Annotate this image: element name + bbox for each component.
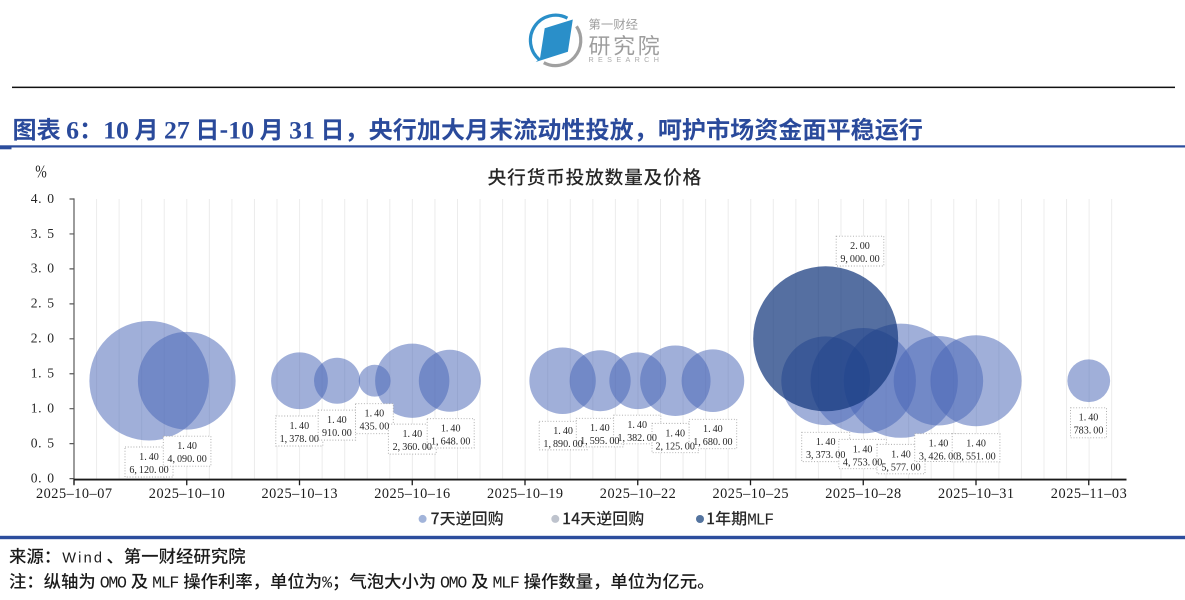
svg-text:1, 648. 00: 1, 648. 00 — [431, 437, 470, 448]
svg-text:1, 595. 00: 1, 595. 00 — [580, 436, 619, 447]
svg-text:1. 40: 1. 40 — [966, 439, 986, 450]
svg-text:1, 378. 00: 1, 378. 00 — [280, 434, 319, 445]
svg-text:RESEARCH: RESEARCH — [589, 55, 664, 64]
svg-text:1. 40: 1. 40 — [402, 429, 422, 440]
svg-text:0. 5: 0. 5 — [31, 436, 54, 451]
svg-text:1. 40: 1. 40 — [441, 424, 461, 435]
svg-text:2. 00: 2. 00 — [850, 241, 870, 252]
svg-text:1. 40: 1. 40 — [627, 420, 647, 431]
svg-text:1. 40: 1. 40 — [853, 444, 873, 455]
svg-text:4. 0: 4. 0 — [31, 191, 54, 206]
svg-text:2, 125. 00: 2, 125. 00 — [656, 441, 695, 452]
svg-text:2025–10–28: 2025–10–28 — [825, 486, 901, 502]
svg-text:1. 40: 1. 40 — [590, 423, 610, 434]
svg-text:MLF: MLF — [493, 574, 519, 593]
svg-text:2. 5: 2. 5 — [31, 296, 54, 311]
svg-text:%: % — [35, 162, 47, 182]
svg-text:2025–11–03: 2025–11–03 — [1051, 486, 1127, 502]
svg-text:10: 10 — [103, 115, 129, 144]
svg-text:1, 890. 00: 1, 890. 00 — [543, 439, 582, 450]
svg-text:1. 40: 1. 40 — [891, 449, 911, 460]
svg-text:1. 40: 1. 40 — [929, 439, 949, 450]
svg-text:%: % — [322, 574, 332, 593]
svg-text:MLF: MLF — [747, 511, 773, 529]
svg-text:6: 6 — [66, 115, 79, 144]
svg-text:6, 120. 00: 6, 120. 00 — [129, 465, 168, 476]
svg-text:1. 40: 1. 40 — [139, 452, 159, 463]
svg-text:0. 0: 0. 0 — [31, 470, 54, 485]
svg-text:1, 382. 00: 1, 382. 00 — [618, 433, 657, 444]
svg-text:1, 680. 00: 1, 680. 00 — [693, 437, 732, 448]
svg-text:1. 40: 1. 40 — [289, 421, 309, 432]
svg-text:31: 31 — [289, 115, 315, 144]
svg-text:1. 40: 1. 40 — [703, 424, 723, 435]
svg-text:910. 00: 910. 00 — [322, 428, 352, 439]
svg-text:2. 0: 2. 0 — [31, 331, 54, 346]
svg-text:3. 0: 3. 0 — [31, 261, 54, 276]
svg-text:1. 40: 1. 40 — [665, 428, 685, 439]
svg-text:Wind: Wind — [62, 551, 104, 567]
svg-text:OMO: OMO — [100, 574, 127, 593]
svg-text:5, 577. 00: 5, 577. 00 — [881, 462, 920, 473]
svg-text:4, 090. 00: 4, 090. 00 — [167, 454, 206, 465]
svg-text:1. 40: 1. 40 — [1079, 413, 1099, 424]
svg-text:783. 00: 783. 00 — [1074, 426, 1104, 437]
svg-text:2025–10–13: 2025–10–13 — [262, 486, 338, 502]
svg-text:1. 40: 1. 40 — [177, 441, 197, 452]
svg-text:2025–10–31: 2025–10–31 — [938, 486, 1014, 502]
svg-text:2025–10–19: 2025–10–19 — [487, 486, 563, 502]
svg-text:2025–10–07: 2025–10–07 — [36, 486, 112, 502]
svg-text:1. 40: 1. 40 — [327, 415, 347, 426]
svg-text:1. 40: 1. 40 — [365, 409, 385, 420]
svg-text:4, 753. 00: 4, 753. 00 — [843, 457, 882, 468]
svg-text:3, 551. 00: 3, 551. 00 — [956, 452, 995, 463]
svg-text:2025–10–22: 2025–10–22 — [600, 486, 676, 502]
svg-text:3, 373. 00: 3, 373. 00 — [806, 450, 845, 461]
svg-text:2, 360. 00: 2, 360. 00 — [393, 442, 432, 453]
svg-text:2025–10–25: 2025–10–25 — [713, 486, 789, 502]
svg-text:9, 000. 00: 9, 000. 00 — [840, 254, 879, 265]
svg-text:2025–10–10: 2025–10–10 — [149, 486, 225, 502]
svg-text:3, 426. 00: 3, 426. 00 — [919, 452, 958, 463]
svg-text:1. 0: 1. 0 — [31, 401, 54, 416]
svg-text:3. 5: 3. 5 — [31, 226, 54, 241]
svg-text:MLF: MLF — [152, 574, 178, 593]
svg-text:1. 40: 1. 40 — [553, 426, 573, 437]
svg-text:1. 5: 1. 5 — [31, 366, 54, 381]
svg-text:27: 27 — [164, 115, 190, 144]
svg-text:OMO: OMO — [440, 574, 467, 593]
svg-text:10: 10 — [228, 115, 254, 144]
svg-text:2025–10–16: 2025–10–16 — [374, 486, 450, 502]
svg-text:1. 40: 1. 40 — [816, 437, 836, 448]
svg-text:435. 00: 435. 00 — [360, 422, 390, 433]
